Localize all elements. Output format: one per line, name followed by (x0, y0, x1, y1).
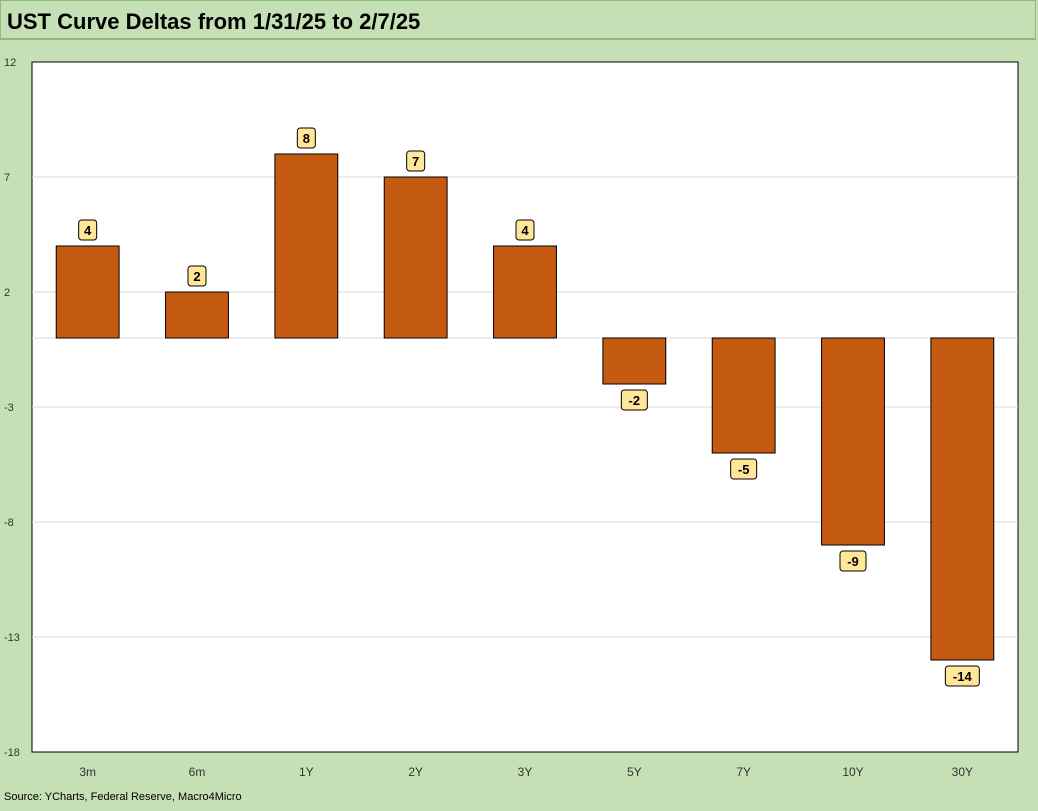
data-label: 2 (193, 269, 200, 284)
x-tick-label: 6m (189, 765, 206, 779)
y-tick-label: -18 (4, 747, 20, 759)
data-label: 8 (303, 131, 310, 146)
data-label-box (296, 127, 316, 149)
bar (383, 176, 448, 339)
bar (821, 337, 885, 546)
source-note: Source: YCharts, Federal Reserve, Macro4… (4, 791, 242, 803)
bars (55, 153, 995, 661)
data-label: -5 (738, 462, 750, 477)
data-label: -14 (953, 669, 973, 684)
x-tick-label: 5Y (627, 765, 642, 779)
bar (602, 337, 667, 385)
x-tick-label: 1Y (299, 765, 314, 779)
x-tick-label: 30Y (952, 765, 973, 779)
title-bar: UST Curve Deltas from 1/31/25 to 2/7/25 (0, 0, 1036, 40)
x-tick-label: 3Y (518, 765, 533, 779)
bar (165, 291, 229, 339)
data-label-box (620, 389, 648, 411)
bar (493, 245, 557, 339)
bar (55, 245, 120, 339)
y-tick-label: -13 (4, 632, 20, 644)
bar (711, 337, 776, 454)
x-tick-label: 2Y (408, 765, 423, 779)
y-tick-label: 7 (4, 172, 10, 184)
y-tick-label: 2 (4, 287, 10, 299)
x-tick-label: 3m (79, 765, 96, 779)
chart-title: UST Curve Deltas from 1/31/25 to 2/7/25 (7, 9, 421, 34)
data-label: -2 (629, 393, 641, 408)
y-tick-label: 12 (4, 57, 16, 69)
data-labels: 4 2 8 7 4 -2 -5 -9 -14 (78, 127, 980, 687)
data-label-box (78, 219, 98, 241)
data-label: 4 (84, 223, 92, 238)
x-tick-label: 7Y (736, 765, 751, 779)
y-axis: 12 7 2 -3 -8 -13 -18 (4, 57, 20, 759)
y-tick-label: -8 (4, 517, 14, 529)
data-label-box (944, 665, 980, 687)
y-tick-label: -3 (4, 402, 14, 414)
data-label: 7 (412, 154, 419, 169)
x-axis: 3m 6m 1Y 2Y 3Y 5Y 7Y 10Y 30Y (79, 765, 973, 779)
x-tick-label: 10Y (842, 765, 863, 779)
data-label: -9 (847, 554, 859, 569)
bar (930, 337, 995, 661)
chart: 12 7 2 -3 -8 -13 -18 4 2 8 7 4 -2 -5 -9 -14 3m 6m 1Y 2Y 3Y… (4, 57, 1019, 779)
data-label-box (839, 550, 867, 572)
data-label-box (730, 458, 758, 480)
bar (274, 153, 339, 339)
data-label: 4 (521, 223, 529, 238)
data-label-box (187, 265, 207, 287)
data-label-box (515, 219, 535, 241)
data-label-box (406, 150, 426, 172)
